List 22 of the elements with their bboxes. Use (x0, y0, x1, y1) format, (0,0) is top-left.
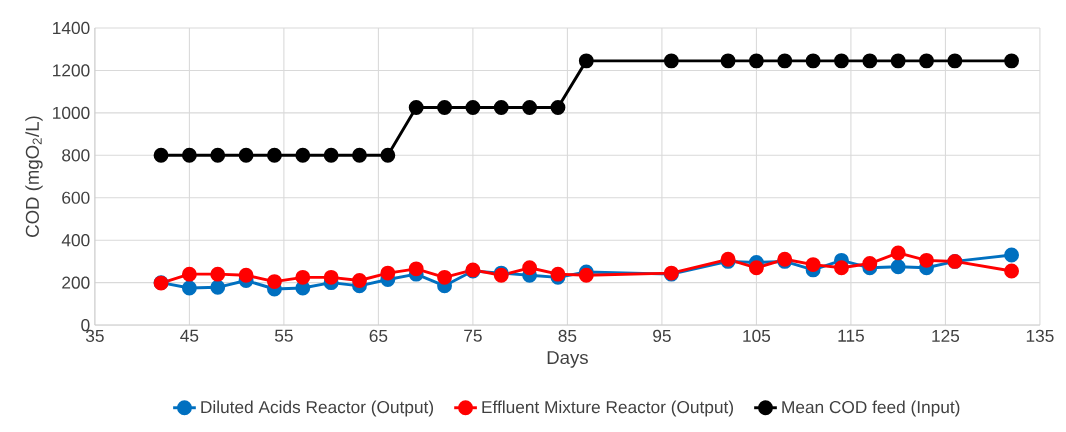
x-axis-title: Days (547, 351, 588, 368)
x-tick-label: 125 (932, 329, 960, 342)
x-tick-label: 65 (369, 329, 388, 342)
y-axis-title: COD (mgO$_{2}$/L) (25, 116, 43, 237)
y-tick-label: 1200 (53, 64, 90, 77)
y-tick-label: 600 (62, 191, 90, 204)
legend-label: Mean COD feed (Input) (782, 400, 960, 417)
y-tick-label: 200 (62, 276, 90, 289)
x-tick-label: 45 (180, 329, 199, 342)
x-tick-label: 105 (743, 329, 771, 342)
y-tick-label: 1400 (53, 21, 90, 35)
y-tick-label: 800 (62, 149, 90, 162)
y-tick-label: 1000 (53, 106, 90, 119)
legend-label: Diluted Acids Reactor (Output) (201, 400, 434, 417)
x-tick-label: 75 (464, 329, 482, 342)
x-tick-label: 115 (838, 329, 864, 342)
x-tick-label: 55 (274, 329, 293, 342)
legend-label: Effluent Mixture Reactor (Output) (482, 400, 734, 417)
y-tick-label: 400 (61, 234, 90, 247)
x-tick-label: 85 (558, 329, 577, 342)
x-tick-label: 135 (1026, 329, 1054, 342)
x-tick-label: 95 (653, 329, 671, 342)
